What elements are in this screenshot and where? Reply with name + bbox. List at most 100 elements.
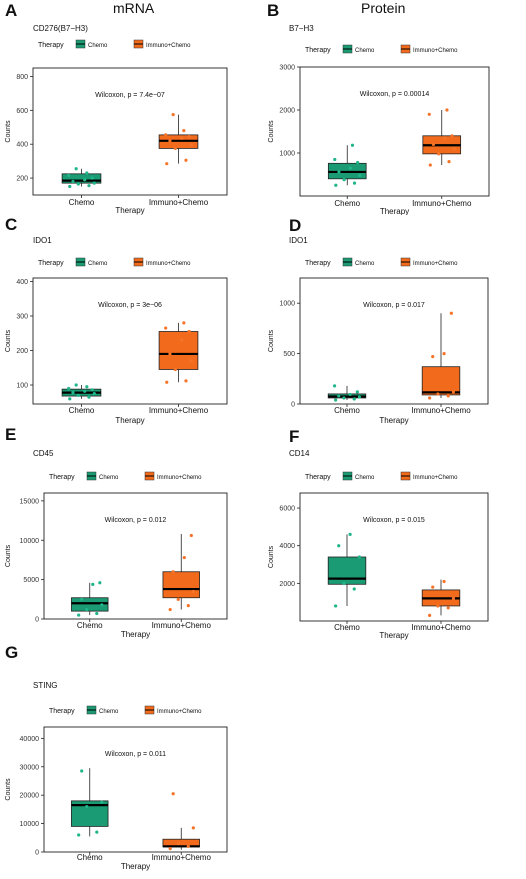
panel-d-point-0-1	[352, 397, 356, 401]
panel-f-point-0-4	[337, 544, 341, 548]
panel-a-point-0-8	[85, 171, 89, 175]
panel-b-legend-title: Therapy	[305, 47, 331, 54]
panel-f-point-1-2	[436, 604, 440, 608]
panel-a-point-0-6	[90, 176, 94, 180]
panel-a-svg: CD276(B7−H3) Therapy Chemo Immuno+Chemo 200 4…	[5, 24, 228, 215]
panel-f-plot-frame	[299, 492, 489, 622]
panel-f-point-1-3	[451, 596, 456, 601]
panel-c-point-1-1	[184, 379, 188, 383]
panel-e-legend-title: Therapy	[49, 474, 75, 481]
panel-f-box-0	[327, 556, 367, 585]
panel-f-point-1-5	[442, 579, 446, 584]
panel-a-box-0	[61, 173, 102, 184]
panel-e-ylabel: Counts	[5, 544, 12, 567]
panel-d-xtick-label-0: Chemo	[334, 406, 360, 415]
panel-f-ytick-label-1: 4000	[279, 543, 295, 550]
panel-f-legend-label-1: Immuno+Chemo	[413, 475, 458, 481]
panel-b-point-0-5	[348, 166, 352, 170]
panel-g-ylabel: Counts	[5, 778, 12, 801]
panel-g-chart: G STING Therapy Chemo Immuno+Chemo 0 10000 200…	[0, 640, 263, 874]
panel-f-xtick-label-1: Immuno+Chemo	[411, 623, 471, 632]
panel-a-point-0-0	[68, 184, 72, 189]
panel-f-label: F	[289, 427, 300, 446]
panel-d-title: IDO1	[289, 236, 308, 245]
panel-d-ylabel: Counts	[268, 329, 275, 352]
panel-f-xtick-label-0: Chemo	[334, 623, 360, 632]
panel-g-ytick-label-2: 20000	[20, 793, 40, 800]
panel-g-ytick-label-3: 30000	[20, 764, 40, 771]
panel-b-point-0-3	[358, 173, 362, 177]
panel-f-xlabel: Therapy	[379, 631, 408, 640]
panel-e-ytick-label-1: 5000	[23, 577, 39, 584]
panel-g-legend-title: Therapy	[49, 708, 75, 715]
panel-c-point-0-4	[71, 391, 75, 395]
panel-g-xtick-label-0: Chemo	[77, 853, 103, 862]
panel-c-xtick-label-0: Chemo	[69, 406, 95, 415]
panel-c-point-0-2	[76, 393, 80, 397]
panel-e-point-0-5	[91, 582, 95, 586]
panel-c-point-0-3	[92, 392, 96, 396]
panel-g-point-0-4	[80, 769, 84, 773]
panel-b-point-0-2	[342, 178, 346, 182]
panel-a-point-1-1	[184, 158, 188, 162]
panel-f-point-1-0	[428, 613, 432, 617]
panel-d-label: D	[289, 216, 302, 235]
panel-d-point-1-2	[436, 392, 440, 396]
panel-c-point-0-0	[68, 397, 72, 401]
panel-f-point-1-4	[431, 585, 435, 589]
panel-a-point-0-3	[92, 181, 96, 185]
panel-d-ytick-label-0: 0	[291, 402, 295, 409]
panel-g-point-1-3	[191, 826, 195, 830]
panel-g-svg: STING Therapy Chemo Immuno+Chemo 0 10000 20000…	[5, 681, 228, 871]
panel-c-chart: C IDO1 Therapy Chemo Immuno+Chemo 100 200 300 4…	[0, 214, 263, 426]
panel-g-point-1-0	[168, 846, 172, 851]
panel-a-point-1-5	[180, 136, 184, 140]
panel-c-point-0-1	[87, 395, 91, 399]
panel-c-xtick-label-1: Immuno+Chemo	[149, 406, 209, 415]
panel-e-point-1-4	[171, 570, 175, 574]
panel-c-point-1-6	[187, 329, 191, 334]
panel-b-point-0-0	[334, 183, 338, 187]
panel-c-point-1-5	[180, 338, 184, 342]
panel-a-ytick-label-3: 800	[16, 74, 28, 81]
panel-a-ytick-label-2: 600	[16, 108, 28, 115]
panel-a-point-1-3	[189, 143, 193, 147]
panel-a-point-1-7	[164, 133, 168, 137]
panel-b-ylabel: Counts	[268, 120, 275, 143]
panel-f-ylabel: Counts	[268, 545, 275, 568]
panel-d-point-0-2	[342, 396, 346, 400]
panel-e-annotation: Wilcoxon, p = 0.012	[105, 517, 167, 524]
panel-d-chart: D IDO1 Therapy Chemo Immuno+Chemo 0 500 1000 Co…	[263, 214, 526, 426]
panel-a-point-0-7	[67, 173, 71, 178]
panel-c-annotation: Wilcoxon, p = 3e−06	[98, 302, 162, 309]
panel-a-point-1-4	[168, 139, 172, 143]
panel-f-chart: F CD14 Therapy Chemo Immuno+Chemo 2000 4000 60…	[263, 424, 526, 642]
panel-d-point-1-4	[431, 355, 435, 359]
panel-c-plot-frame	[32, 277, 228, 405]
panel-e-chart: E CD45 Therapy Chemo Immuno+Chemo 0 5000 10000…	[0, 424, 263, 642]
panel-b-point-0-8	[350, 143, 355, 147]
panel-g-label: G	[5, 643, 19, 662]
panel-e-point-0-0	[77, 613, 81, 617]
panel-d-point-1-6	[449, 311, 453, 315]
panel-b-point-1-5	[443, 136, 447, 140]
panel-d-point-1-0	[428, 396, 432, 400]
panel-b-xlabel: Therapy	[380, 207, 409, 215]
panel-a-xlabel: Therapy	[115, 206, 144, 215]
panel-a-point-1-6	[187, 134, 191, 139]
panel-a-point-0-5	[83, 178, 87, 182]
panel-a-legend-title: Therapy	[38, 42, 64, 49]
panel-b-legend-label-0: Chemo	[355, 48, 375, 54]
panel-c-legend-label-0: Chemo	[88, 261, 108, 267]
panel-g-title: STING	[33, 681, 57, 690]
panel-d-point-1-1	[446, 394, 450, 398]
panel-e-plot-frame	[43, 492, 228, 620]
panel-e-svg: CD45 Therapy Chemo Immuno+Chemo 0 5000 10000 15…	[5, 449, 228, 639]
panel-d-ytick-label-2: 1000	[279, 301, 295, 308]
panel-e-point-0-3	[100, 603, 104, 607]
panel-g-annotation: Wilcoxon, p = 0.011	[105, 751, 166, 758]
panel-c-legend-title: Therapy	[38, 260, 64, 267]
panel-a-point-1-2	[173, 146, 177, 151]
panel-e-point-1-5	[182, 555, 186, 560]
panel-e-box-0	[71, 597, 109, 612]
